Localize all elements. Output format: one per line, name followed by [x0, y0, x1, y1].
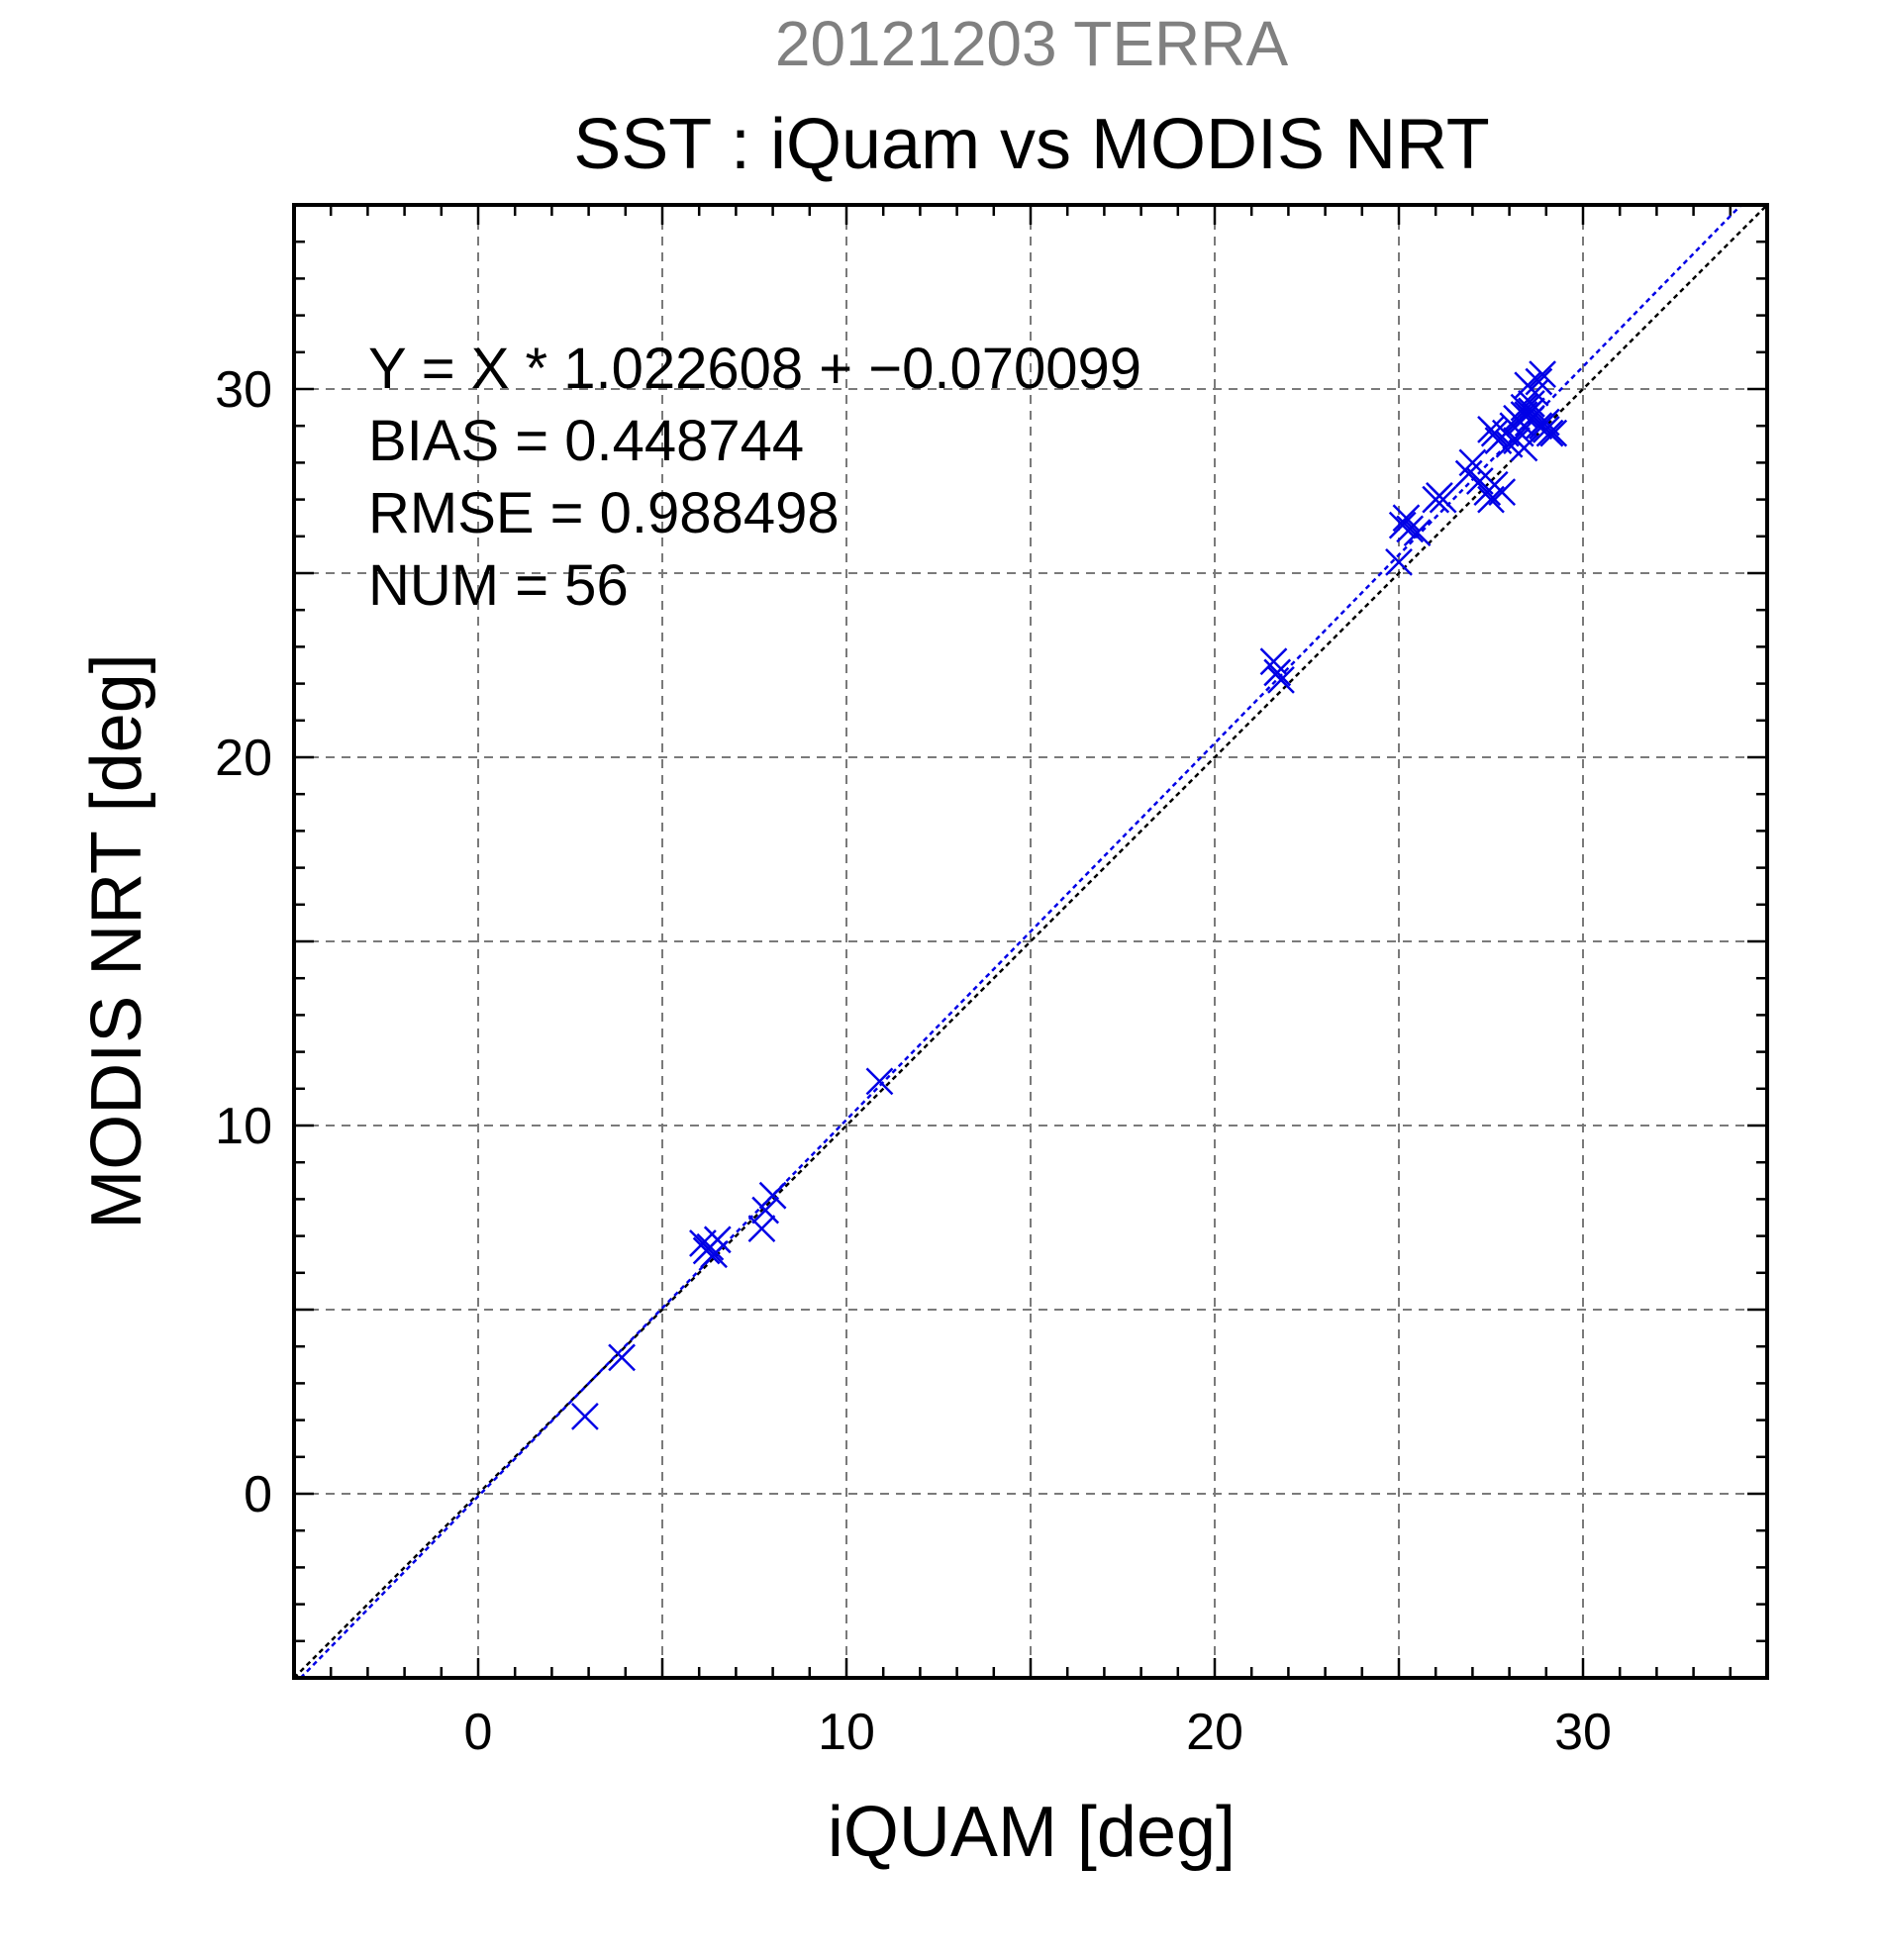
data-point-stroke — [1263, 658, 1292, 687]
data-point — [1525, 367, 1553, 396]
data-point-stroke — [1429, 485, 1457, 514]
y-axis-label: MODIS NRT [deg] — [77, 653, 156, 1229]
data-point-stroke — [1480, 419, 1509, 447]
x-tick-label: 20 — [1186, 1704, 1243, 1761]
y-tick-label: 30 — [215, 361, 272, 419]
data-point-stroke — [1521, 378, 1549, 407]
data-point-stroke — [1503, 427, 1531, 454]
data-point — [1521, 378, 1549, 407]
data-point — [1396, 515, 1425, 543]
data-point-stroke — [1454, 459, 1483, 488]
data-point — [1267, 665, 1295, 694]
x-tick-label: 10 — [818, 1704, 875, 1761]
data-point-stroke — [865, 1067, 894, 1096]
y-tick-label: 20 — [215, 730, 272, 787]
data-point — [751, 1196, 780, 1225]
stat-line: BIAS = 0.448744 — [368, 409, 804, 473]
x-tick-label: 0 — [464, 1704, 493, 1761]
data-point — [1480, 419, 1509, 447]
data-point-stroke — [608, 1343, 636, 1372]
data-point — [1529, 360, 1556, 389]
tick-labels: 0 10 20 30 0 10 20 30 — [215, 361, 1612, 1761]
grid — [294, 205, 1767, 1678]
data-point-stroke — [1529, 360, 1556, 389]
stat-line: RMSE = 0.988498 — [368, 481, 840, 545]
data-point-stroke — [703, 1225, 732, 1254]
data-point — [1488, 478, 1517, 507]
data-point — [1263, 658, 1292, 687]
data-point-stroke — [1506, 419, 1534, 447]
data-point — [1510, 401, 1538, 429]
x-axis-label: iQUAM [deg] — [828, 1793, 1236, 1872]
data-point-stroke — [1525, 412, 1553, 441]
reference-lines — [293, 204, 1768, 1679]
data-point — [1529, 412, 1556, 441]
statistics-box: Y = X * 1.022608 + −0.070099 BIAS = 0.448… — [368, 337, 1141, 618]
data-point-stroke — [570, 1402, 599, 1430]
data-point-stroke — [1525, 367, 1553, 396]
stat-line: Y = X * 1.022608 + −0.070099 — [368, 337, 1141, 401]
data-point-stroke — [1403, 519, 1432, 546]
data-point — [1458, 448, 1487, 477]
regression-line — [299, 204, 1742, 1679]
data-point-stroke — [1465, 467, 1494, 495]
data-point-stroke — [1259, 647, 1288, 676]
data-point-stroke — [1388, 511, 1417, 539]
data-point-stroke — [1488, 478, 1517, 507]
data-point-stroke — [1458, 448, 1487, 477]
data-point — [1259, 647, 1288, 676]
y-tick-label: 0 — [244, 1466, 272, 1523]
data-point — [1388, 511, 1417, 539]
data-point — [1506, 408, 1534, 437]
data-point-stroke — [1396, 515, 1425, 543]
data-point-stroke — [1539, 419, 1568, 447]
data-point — [1385, 547, 1413, 576]
chart-title: SST : iQuam vs MODIS NRT — [573, 105, 1490, 184]
y-tick-label: 10 — [215, 1098, 272, 1155]
data-points — [570, 360, 1568, 1430]
data-point — [1429, 485, 1457, 514]
data-point-stroke — [1506, 408, 1534, 437]
data-point — [1503, 427, 1531, 454]
chart-subtitle: 20121203 TERRA — [775, 8, 1289, 79]
plot-frame — [292, 203, 1769, 1680]
data-point — [570, 1402, 599, 1430]
data-point — [608, 1343, 636, 1372]
data-point-stroke — [1529, 412, 1556, 441]
data-point-stroke — [747, 1215, 776, 1243]
data-point-stroke — [1510, 401, 1538, 429]
data-point — [747, 1215, 776, 1243]
data-point — [703, 1225, 732, 1254]
data-point — [758, 1181, 787, 1210]
data-point-stroke — [1267, 665, 1295, 694]
data-point-stroke — [758, 1181, 787, 1210]
stat-line: NUM = 56 — [368, 553, 629, 618]
data-point-stroke — [751, 1196, 780, 1225]
data-point — [1392, 504, 1421, 533]
data-point — [865, 1067, 894, 1096]
data-point-stroke — [1385, 547, 1413, 576]
x-tick-label: 30 — [1554, 1704, 1612, 1761]
data-point — [1403, 519, 1432, 546]
data-point-stroke — [1392, 504, 1421, 533]
